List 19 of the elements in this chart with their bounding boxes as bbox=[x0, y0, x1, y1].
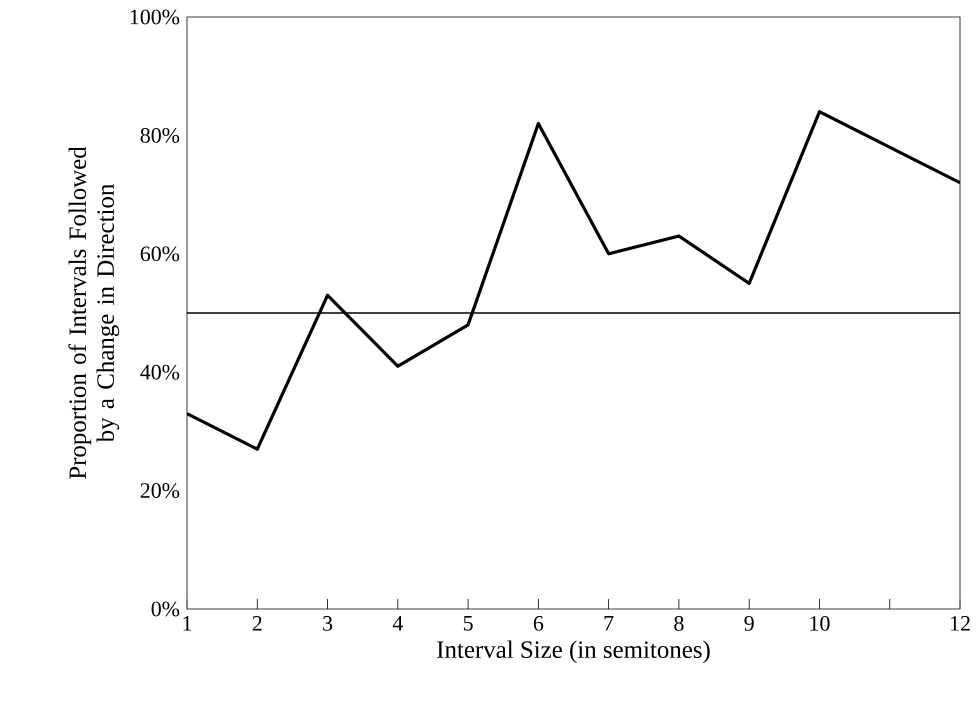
x-tick-label: 12 bbox=[950, 616, 970, 631]
y-tick-label: 80% bbox=[140, 128, 180, 143]
y-tick-label: 60% bbox=[140, 246, 180, 262]
y-tick-label: 0% bbox=[152, 602, 180, 616]
x-tick-label: 5 bbox=[464, 616, 473, 631]
x-tick-label: 10 bbox=[810, 616, 830, 631]
x-tick-label: 1 bbox=[183, 616, 192, 631]
y-tick-label: 100% bbox=[130, 10, 180, 24]
x-tick-label: 9 bbox=[744, 616, 754, 631]
y-tick-label: 40% bbox=[140, 364, 180, 380]
x-tick-label: 4 bbox=[392, 616, 403, 630]
x-tick-label: 3 bbox=[323, 616, 332, 631]
y-tick-label: 20% bbox=[140, 483, 180, 498]
x-tick-label: 7 bbox=[604, 616, 614, 630]
y-axis-title: Proportion of Intervals Followed by a Change in Direction bbox=[68, 146, 120, 479]
x-tick-label: 2 bbox=[252, 616, 262, 631]
x-tick-label: 6 bbox=[534, 616, 544, 631]
x-axis-title: Interval Size (in semitones) bbox=[437, 640, 710, 664]
x-tick-label: 8 bbox=[674, 616, 684, 631]
